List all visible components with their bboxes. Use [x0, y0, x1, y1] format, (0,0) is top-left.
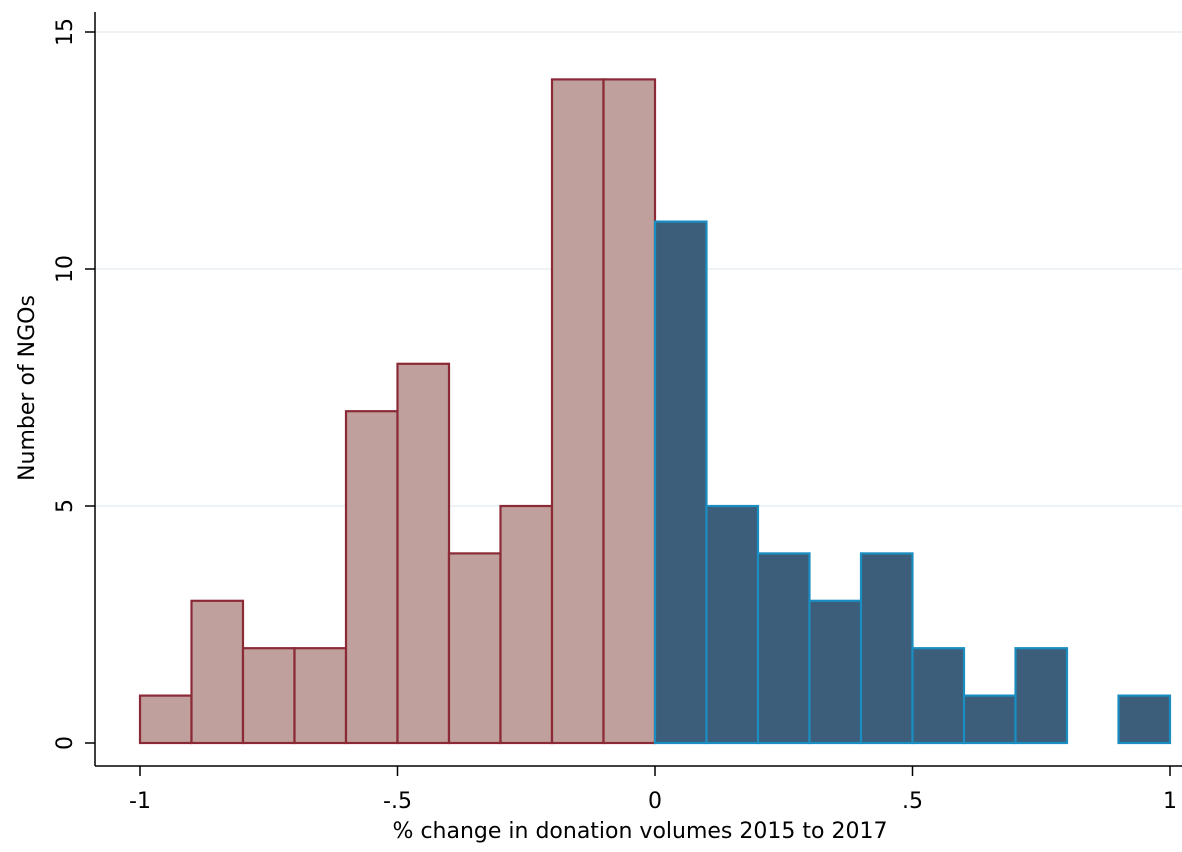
bar-s0-b4: [344, 410, 399, 745]
histogram-bars: [138, 78, 1172, 745]
bar-s0-b9: [602, 78, 657, 745]
bar-s1-b0: [653, 220, 708, 745]
bar-s0-b2: [241, 647, 296, 745]
bar-s1-b6: [962, 694, 1017, 745]
y-tick-label-3: 15: [53, 18, 78, 46]
bar-s0-b5: [396, 362, 451, 745]
bar-s1-b5: [911, 647, 966, 745]
bar-s0-b6: [447, 552, 502, 745]
x-tick-label-2: 0: [648, 789, 662, 814]
x-ticks: -1 -.5 0 .5 1: [129, 766, 1177, 814]
bar-s0-b1: [190, 599, 245, 745]
bar-s1-b2: [756, 552, 811, 745]
bar-s1-b4: [859, 552, 914, 745]
x-tick-label-4: 1: [1163, 789, 1177, 814]
axes: [94, 12, 1182, 767]
bar-s1-b9: [1117, 694, 1172, 745]
x-tick-label-0: -1: [129, 789, 151, 814]
x-axis-title: % change in donation volumes 2015 to 201…: [393, 819, 888, 844]
y-tick-label-2: 10: [53, 255, 78, 283]
x-tick-label-3: .5: [902, 789, 923, 814]
y-ticks: 0 5 10 15: [53, 18, 95, 750]
x-tick-label-1: -.5: [383, 789, 412, 814]
bar-s0-b7: [499, 504, 554, 745]
bar-s0-b0: [138, 694, 193, 745]
bar-s1-b3: [808, 599, 863, 745]
bar-s1-b7: [1014, 647, 1069, 745]
bar-s0-b8: [550, 78, 605, 745]
bar-s1-b1: [705, 504, 760, 745]
bar-s0-b3: [293, 647, 348, 745]
y-tick-label-0: 0: [53, 736, 78, 750]
y-axis-title: Number of NGOs: [15, 295, 40, 481]
y-tick-label-1: 5: [53, 499, 78, 513]
